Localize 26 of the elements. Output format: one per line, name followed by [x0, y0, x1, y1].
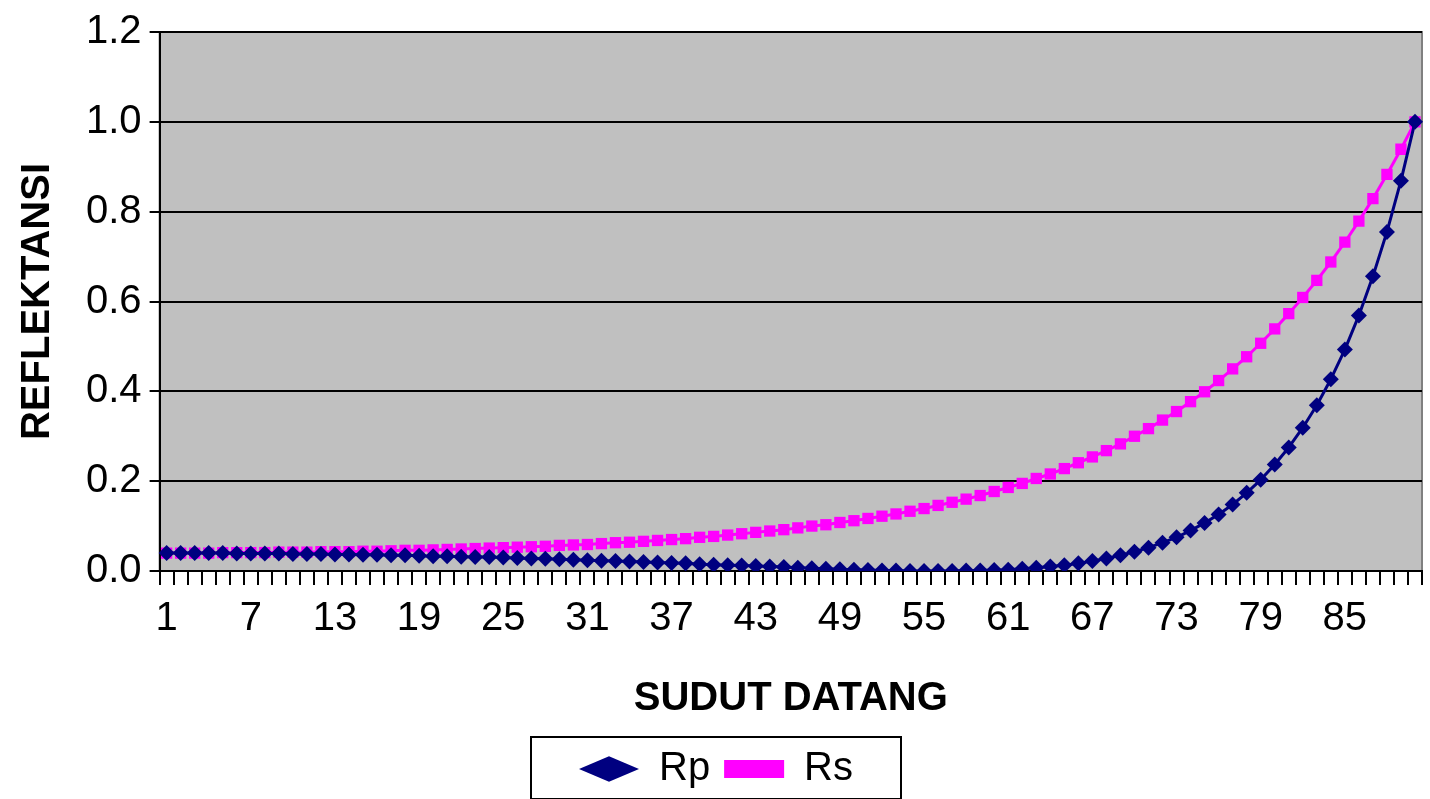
x-tick-label: 37 [649, 594, 694, 639]
x-tick-label: 31 [565, 594, 610, 639]
y-tick-label: 1.0 [86, 96, 142, 141]
y-tick-label: 1.2 [86, 7, 142, 52]
x-tick-label: 1 [155, 594, 178, 639]
x-tick-label: 61 [985, 594, 1031, 639]
y-tick-label: 0.2 [86, 456, 142, 501]
x-tick-label: 79 [1238, 594, 1283, 639]
x-tick-label: 49 [817, 594, 863, 639]
y-tick-label: 0.0 [86, 546, 142, 591]
x-tick-label: 67 [1070, 594, 1115, 639]
y-tick-label: 0.8 [86, 186, 142, 231]
y-axis-title: REFLEKTANSI [13, 162, 58, 441]
x-tick-label: 7 [239, 594, 262, 639]
x-tick-label: 73 [1154, 594, 1199, 639]
x-tick-label: 85 [1322, 594, 1368, 639]
x-tick-label: 43 [733, 594, 778, 639]
x-tick-label: 19 [396, 594, 442, 639]
x-tick-label: 13 [312, 594, 358, 639]
x-tick-label: 25 [481, 594, 526, 639]
y-tick-label: 0.4 [86, 366, 142, 411]
legend-label: Rs [804, 744, 854, 789]
legend-label: Rp [658, 744, 711, 789]
x-tick-label: 55 [901, 594, 947, 639]
y-tick-label: 0.6 [86, 276, 142, 321]
x-axis-title: SUDUT DATANG [633, 674, 948, 719]
